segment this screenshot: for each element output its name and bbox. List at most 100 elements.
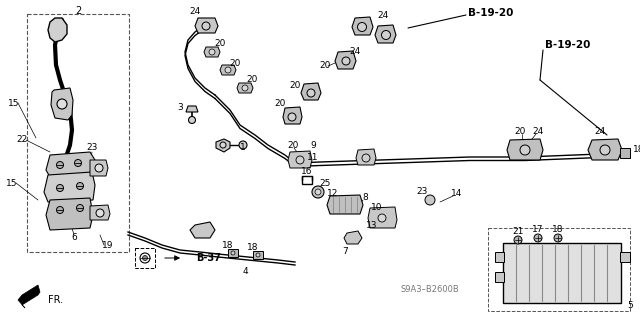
Circle shape xyxy=(307,89,315,97)
Circle shape xyxy=(56,161,63,168)
Polygon shape xyxy=(288,151,312,168)
Polygon shape xyxy=(495,272,504,282)
Circle shape xyxy=(362,154,370,162)
Circle shape xyxy=(56,184,63,191)
Circle shape xyxy=(220,142,226,148)
Text: 24: 24 xyxy=(378,11,388,20)
Polygon shape xyxy=(48,18,67,42)
Circle shape xyxy=(202,22,210,30)
Text: 20: 20 xyxy=(246,76,258,85)
Text: 18: 18 xyxy=(552,226,564,234)
Circle shape xyxy=(315,189,321,195)
Circle shape xyxy=(520,145,530,155)
Text: 9: 9 xyxy=(310,140,316,150)
Polygon shape xyxy=(237,83,253,93)
Polygon shape xyxy=(46,152,95,177)
Text: B-19-20: B-19-20 xyxy=(545,40,590,50)
Polygon shape xyxy=(344,231,362,244)
Circle shape xyxy=(143,256,147,261)
Circle shape xyxy=(95,164,103,172)
Polygon shape xyxy=(588,139,622,160)
Circle shape xyxy=(231,251,235,255)
Text: 24: 24 xyxy=(189,6,200,16)
Text: 14: 14 xyxy=(451,189,463,198)
Circle shape xyxy=(77,182,83,189)
Polygon shape xyxy=(507,139,543,160)
Text: FR.: FR. xyxy=(48,295,63,305)
Polygon shape xyxy=(283,107,302,124)
Text: 18: 18 xyxy=(222,241,234,250)
Bar xyxy=(27,14,129,252)
Circle shape xyxy=(296,156,304,164)
Text: 11: 11 xyxy=(307,152,319,161)
Circle shape xyxy=(288,113,296,121)
Bar xyxy=(488,228,630,311)
Text: 20: 20 xyxy=(275,99,285,108)
Circle shape xyxy=(514,236,522,244)
Polygon shape xyxy=(186,106,198,112)
Text: 5: 5 xyxy=(627,300,633,309)
Text: 23: 23 xyxy=(416,187,428,196)
Text: 18: 18 xyxy=(633,145,640,154)
Polygon shape xyxy=(327,195,363,214)
Text: 8: 8 xyxy=(362,194,368,203)
Text: 18: 18 xyxy=(247,243,259,253)
Text: 22: 22 xyxy=(17,136,28,145)
Polygon shape xyxy=(620,148,630,158)
Text: 24: 24 xyxy=(349,48,360,56)
Circle shape xyxy=(600,145,610,155)
Text: 20: 20 xyxy=(229,58,241,68)
Text: 10: 10 xyxy=(371,204,383,212)
Polygon shape xyxy=(44,172,95,202)
Bar xyxy=(503,243,621,303)
Text: 16: 16 xyxy=(301,167,313,176)
Polygon shape xyxy=(620,252,630,262)
Text: 15: 15 xyxy=(6,179,18,188)
Text: 20: 20 xyxy=(287,140,299,150)
Circle shape xyxy=(239,141,247,149)
Text: 25: 25 xyxy=(319,179,331,188)
Text: 19: 19 xyxy=(102,241,114,249)
Text: 3: 3 xyxy=(177,103,183,113)
Text: B-37: B-37 xyxy=(196,253,221,263)
Text: 13: 13 xyxy=(366,220,378,229)
Circle shape xyxy=(358,23,367,32)
Circle shape xyxy=(256,253,260,257)
Text: 21: 21 xyxy=(512,226,524,235)
Text: 24: 24 xyxy=(532,127,543,136)
Polygon shape xyxy=(253,251,263,259)
Text: 20: 20 xyxy=(515,127,525,136)
Circle shape xyxy=(56,206,63,213)
Text: 7: 7 xyxy=(342,248,348,256)
Text: 20: 20 xyxy=(214,40,226,48)
Polygon shape xyxy=(228,249,238,257)
Circle shape xyxy=(342,57,350,65)
Circle shape xyxy=(77,204,83,211)
Text: 4: 4 xyxy=(242,268,248,277)
Polygon shape xyxy=(368,207,397,228)
Text: B-19-20: B-19-20 xyxy=(468,8,513,18)
Circle shape xyxy=(225,67,231,73)
Polygon shape xyxy=(90,160,108,176)
Polygon shape xyxy=(495,252,504,262)
Polygon shape xyxy=(220,65,236,75)
Polygon shape xyxy=(195,18,218,33)
Circle shape xyxy=(312,186,324,198)
Circle shape xyxy=(74,160,81,167)
Text: 20: 20 xyxy=(319,61,331,70)
Polygon shape xyxy=(18,285,40,308)
Polygon shape xyxy=(352,17,373,35)
Circle shape xyxy=(57,99,67,109)
Polygon shape xyxy=(51,88,73,120)
Polygon shape xyxy=(190,222,215,238)
Polygon shape xyxy=(90,205,110,220)
Circle shape xyxy=(189,116,195,123)
Polygon shape xyxy=(375,25,396,43)
Circle shape xyxy=(96,209,104,217)
Polygon shape xyxy=(216,139,230,152)
Circle shape xyxy=(554,234,562,242)
Circle shape xyxy=(381,31,390,40)
Text: S9A3–B2600B: S9A3–B2600B xyxy=(401,286,460,294)
Text: 20: 20 xyxy=(289,80,301,90)
Text: 15: 15 xyxy=(8,99,20,108)
